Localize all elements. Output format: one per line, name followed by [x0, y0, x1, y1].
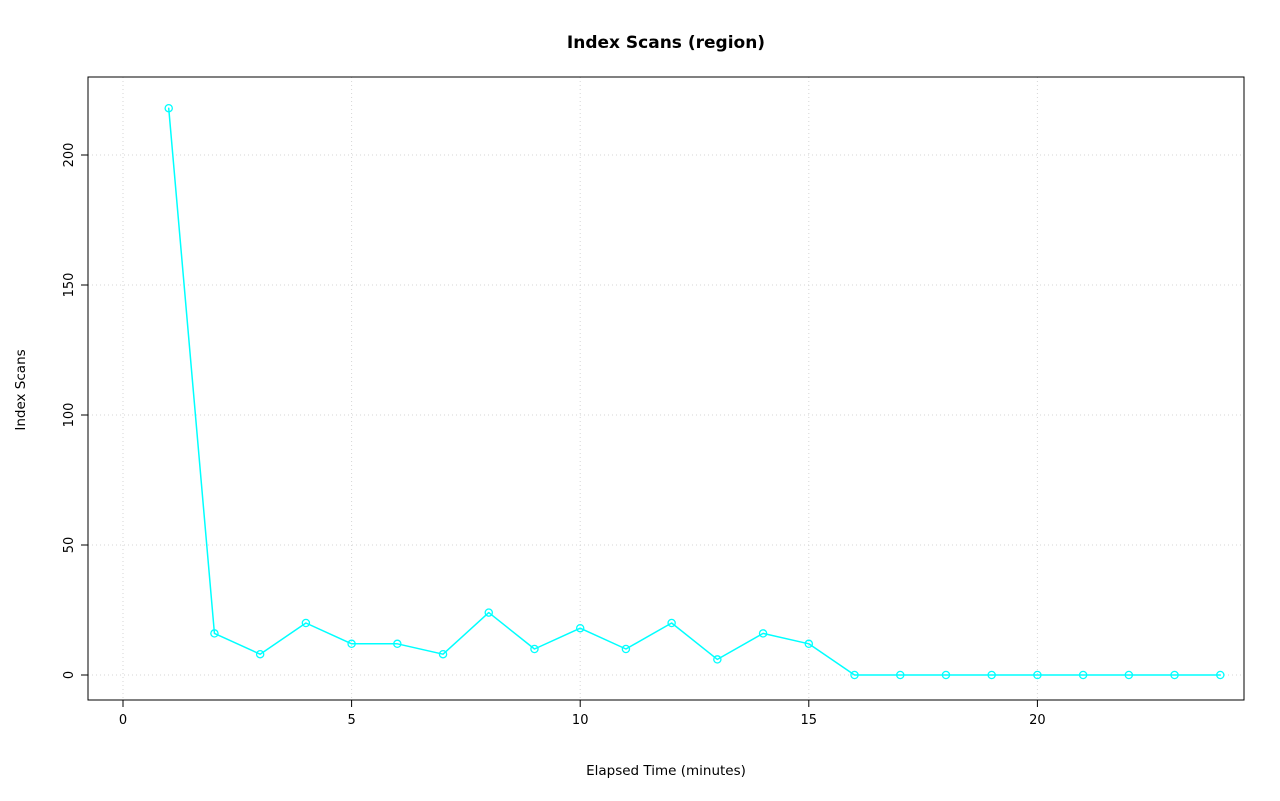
data-point: [255, 649, 265, 659]
data-point: [347, 639, 356, 649]
data-point: [621, 644, 631, 654]
data-point: [1170, 670, 1179, 680]
data-series-region: [164, 103, 1225, 680]
x-tick-label: 20: [1029, 713, 1046, 728]
data-point: [210, 629, 219, 638]
y-tick-label: 0: [62, 671, 77, 679]
series-line: [167, 107, 1222, 676]
x-tick-label: 15: [801, 713, 818, 728]
data-point: [667, 618, 676, 628]
data-point: [530, 644, 539, 654]
data-point: [1124, 670, 1134, 680]
data-point: [941, 670, 951, 680]
data-point: [393, 639, 402, 649]
gridlines: [88, 77, 1244, 700]
data-point: [850, 670, 859, 680]
data-point: [987, 670, 996, 680]
data-point: [1078, 670, 1088, 680]
data-point: [804, 639, 814, 649]
x-tick-label: 5: [347, 713, 355, 728]
chart-title: Index Scans (region): [567, 33, 765, 53]
y-tick-label: 200: [62, 143, 77, 168]
y-tick-label: 150: [62, 273, 77, 298]
data-point: [1216, 670, 1225, 680]
data-point: [1033, 670, 1042, 680]
y-tick-label: 100: [62, 403, 77, 428]
x-tick-label: 10: [572, 713, 589, 728]
data-point: [438, 649, 448, 659]
plot-frame: [87, 76, 1245, 701]
data-point: [484, 608, 494, 617]
data-point: [713, 655, 722, 664]
data-point: [164, 103, 173, 113]
y-axis-label: Index Scans: [13, 349, 29, 430]
data-point: [575, 623, 585, 633]
data-point: [895, 670, 905, 680]
x-tick-label: 0: [119, 713, 127, 728]
x-axis-label: Elapsed Time (minutes): [586, 763, 746, 779]
data-point: [301, 618, 311, 628]
data-point: [758, 629, 768, 638]
y-tick-label: 50: [62, 537, 77, 554]
